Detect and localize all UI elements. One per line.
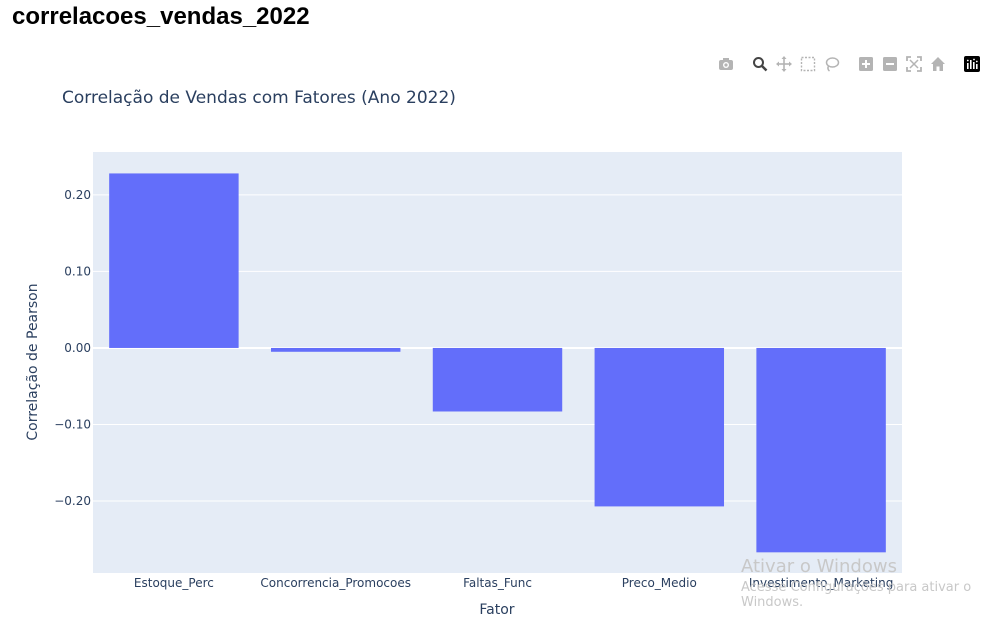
page-heading: correlacoes_vendas_2022: [12, 3, 310, 30]
x-axis-title: Fator: [479, 602, 514, 618]
lasso-select-icon[interactable]: [822, 54, 842, 74]
y-tick-label: −0.20: [54, 494, 91, 508]
chart-container: Correlação de Vendas com Fatores (Ano 20…: [0, 80, 983, 638]
y-axis-ticks: 0.20 0.10 0.00 −0.10 −0.20: [54, 188, 91, 508]
pan-icon[interactable]: [774, 54, 794, 74]
y-tick-label: 0.00: [64, 341, 91, 355]
bar-investimento-marketing[interactable]: [756, 347, 886, 553]
bar-concorrencia-promocoes[interactable]: [270, 347, 401, 352]
watermark-subtitle: Acesse Configurações para ativar o Windo…: [741, 579, 972, 611]
x-tick-label: Faltas_Func: [463, 576, 532, 590]
chart-title: Correlação de Vendas com Fatores (Ano 20…: [62, 88, 456, 108]
camera-icon[interactable]: [716, 54, 736, 74]
plotly-logo-icon[interactable]: [962, 54, 982, 74]
bar-estoque-perc[interactable]: [109, 173, 239, 348]
x-tick-label: Preco_Medio: [622, 576, 697, 590]
bar-preco-medio[interactable]: [594, 347, 725, 507]
bar-chart[interactable]: Correlação de Vendas com Fatores (Ano 20…: [0, 80, 983, 633]
watermark-title: Ativar o Windows: [741, 556, 897, 577]
y-tick-label: 0.20: [64, 188, 91, 202]
zoom-out-icon[interactable]: [880, 54, 900, 74]
x-axis-ticks: Estoque_Perc Concorrencia_Promocoes Faltas…: [134, 576, 893, 590]
reset-axes-icon[interactable]: [928, 54, 948, 74]
bars: [109, 173, 886, 553]
windows-activation-watermark: Ativar o Windows Acesse Configurações pa…: [741, 556, 981, 611]
y-tick-label: 0.10: [64, 264, 91, 278]
x-tick-label: Investimento_Marketing: [749, 576, 893, 590]
zoom-in-icon[interactable]: [856, 54, 876, 74]
box-select-icon[interactable]: [798, 54, 818, 74]
x-tick-label: Concorrencia_Promocoes: [260, 576, 411, 590]
bar-faltas-func[interactable]: [432, 347, 563, 412]
autoscale-icon[interactable]: [904, 54, 924, 74]
x-tick-label: Estoque_Perc: [134, 576, 214, 590]
y-tick-label: −0.10: [54, 418, 91, 432]
modebar: [716, 54, 983, 74]
y-axis-title: Correlação de Pearson: [25, 283, 41, 440]
zoom-icon[interactable]: [750, 54, 770, 74]
